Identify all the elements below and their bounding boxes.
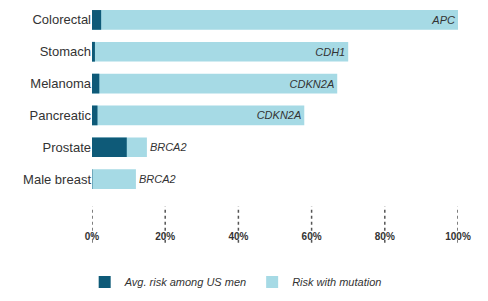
svg-text:Male breast: Male breast (23, 172, 91, 187)
svg-text:BRCA2: BRCA2 (150, 141, 187, 153)
svg-text:Risk with mutation: Risk with mutation (292, 276, 381, 288)
svg-text:40%: 40% (228, 231, 248, 242)
svg-text:80%: 80% (375, 231, 395, 242)
svg-text:Avg. risk among US men: Avg. risk among US men (124, 276, 246, 288)
svg-text:Melanoma: Melanoma (30, 76, 91, 91)
svg-text:APC: APC (431, 14, 455, 26)
svg-text:Colorectal: Colorectal (32, 12, 91, 27)
svg-text:CDH1: CDH1 (315, 46, 345, 58)
svg-text:60%: 60% (302, 231, 322, 242)
svg-text:Pancreatic: Pancreatic (30, 108, 92, 123)
svg-text:0%: 0% (85, 231, 100, 242)
svg-text:CDKN2A: CDKN2A (290, 78, 335, 90)
svg-text:20%: 20% (155, 231, 175, 242)
svg-text:BRCA2: BRCA2 (139, 173, 176, 185)
svg-text:CDKN2A: CDKN2A (257, 109, 302, 121)
svg-text:Stomach: Stomach (40, 44, 91, 59)
svg-text:Prostate: Prostate (43, 140, 91, 155)
svg-text:100%: 100% (445, 231, 471, 242)
